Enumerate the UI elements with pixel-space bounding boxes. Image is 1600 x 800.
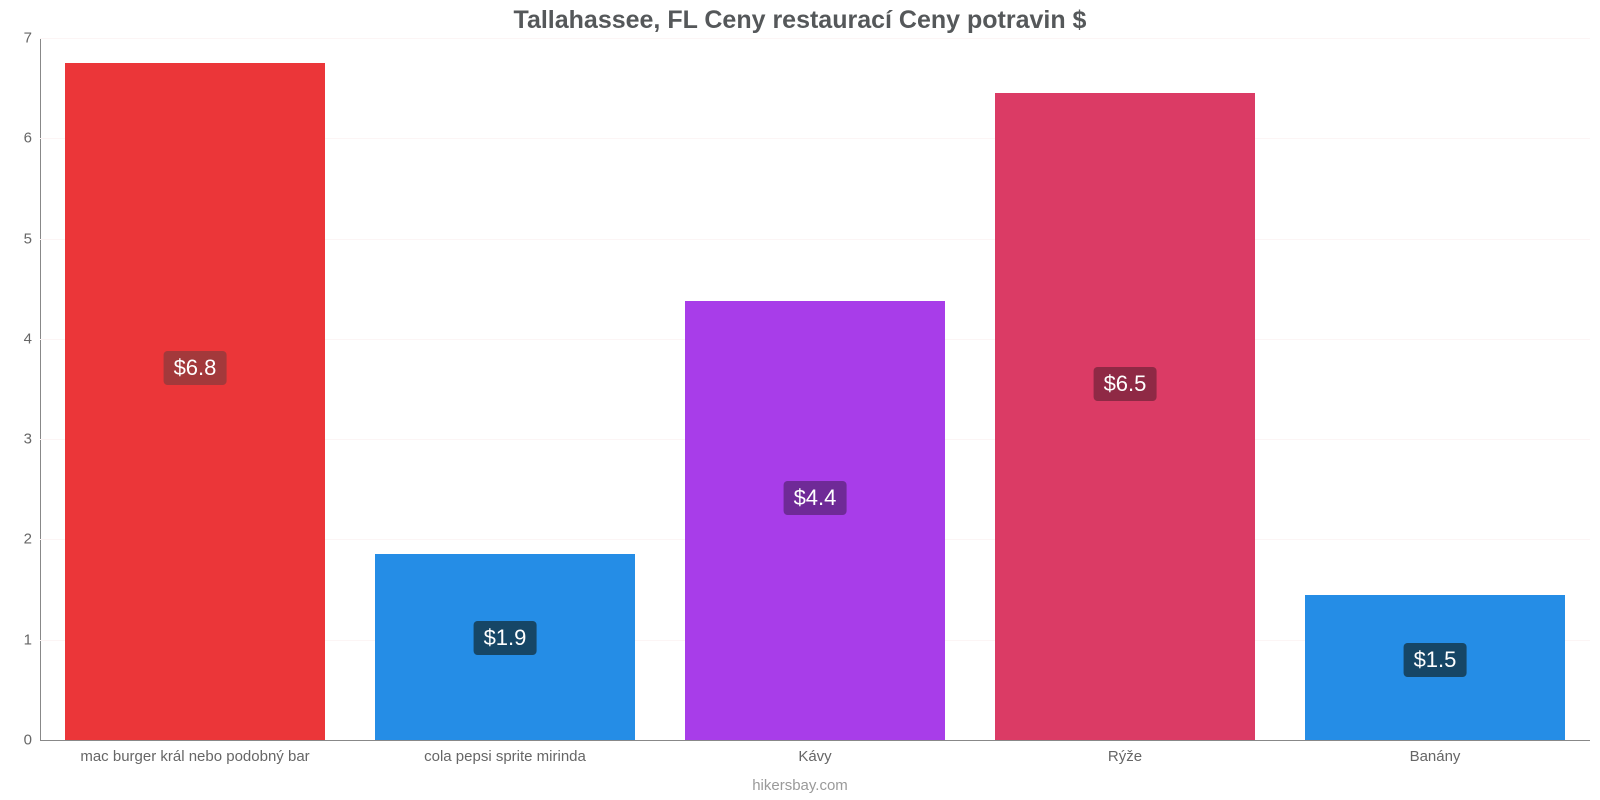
- y-tick-label: 5: [24, 230, 40, 247]
- x-tick-label: Banány: [1410, 740, 1461, 765]
- plot-area: 01234567$6.8mac burger král nebo podobný…: [40, 38, 1590, 740]
- y-tick-label: 7: [24, 30, 40, 47]
- bar: $1.9: [375, 554, 635, 740]
- x-tick-label: Rýže: [1108, 740, 1142, 765]
- y-tick-label: 2: [24, 531, 40, 548]
- gridline: [40, 38, 1590, 39]
- x-tick-label: Kávy: [798, 740, 831, 765]
- bar-value-label: $6.5: [1094, 367, 1157, 401]
- bar: $1.5: [1305, 595, 1565, 740]
- y-tick-label: 0: [24, 732, 40, 749]
- x-tick-label: mac burger král nebo podobný bar: [80, 740, 309, 765]
- bar: $4.4: [685, 301, 945, 740]
- x-tick-label: cola pepsi sprite mirinda: [424, 740, 586, 765]
- y-tick-label: 4: [24, 330, 40, 347]
- chart-credit: hikersbay.com: [752, 777, 848, 794]
- bar-value-label: $6.8: [164, 351, 227, 385]
- y-tick-label: 1: [24, 631, 40, 648]
- bar-value-label: $1.5: [1404, 643, 1467, 677]
- y-tick-label: 6: [24, 130, 40, 147]
- y-tick-label: 3: [24, 431, 40, 448]
- y-axis-line: [40, 38, 41, 740]
- bar-value-label: $4.4: [784, 481, 847, 515]
- chart-title: Tallahassee, FL Ceny restaurací Ceny pot…: [0, 0, 1600, 35]
- bar: $6.8: [65, 63, 325, 740]
- price-bar-chart: Tallahassee, FL Ceny restaurací Ceny pot…: [0, 0, 1600, 800]
- bar-value-label: $1.9: [474, 621, 537, 655]
- bar: $6.5: [995, 93, 1255, 740]
